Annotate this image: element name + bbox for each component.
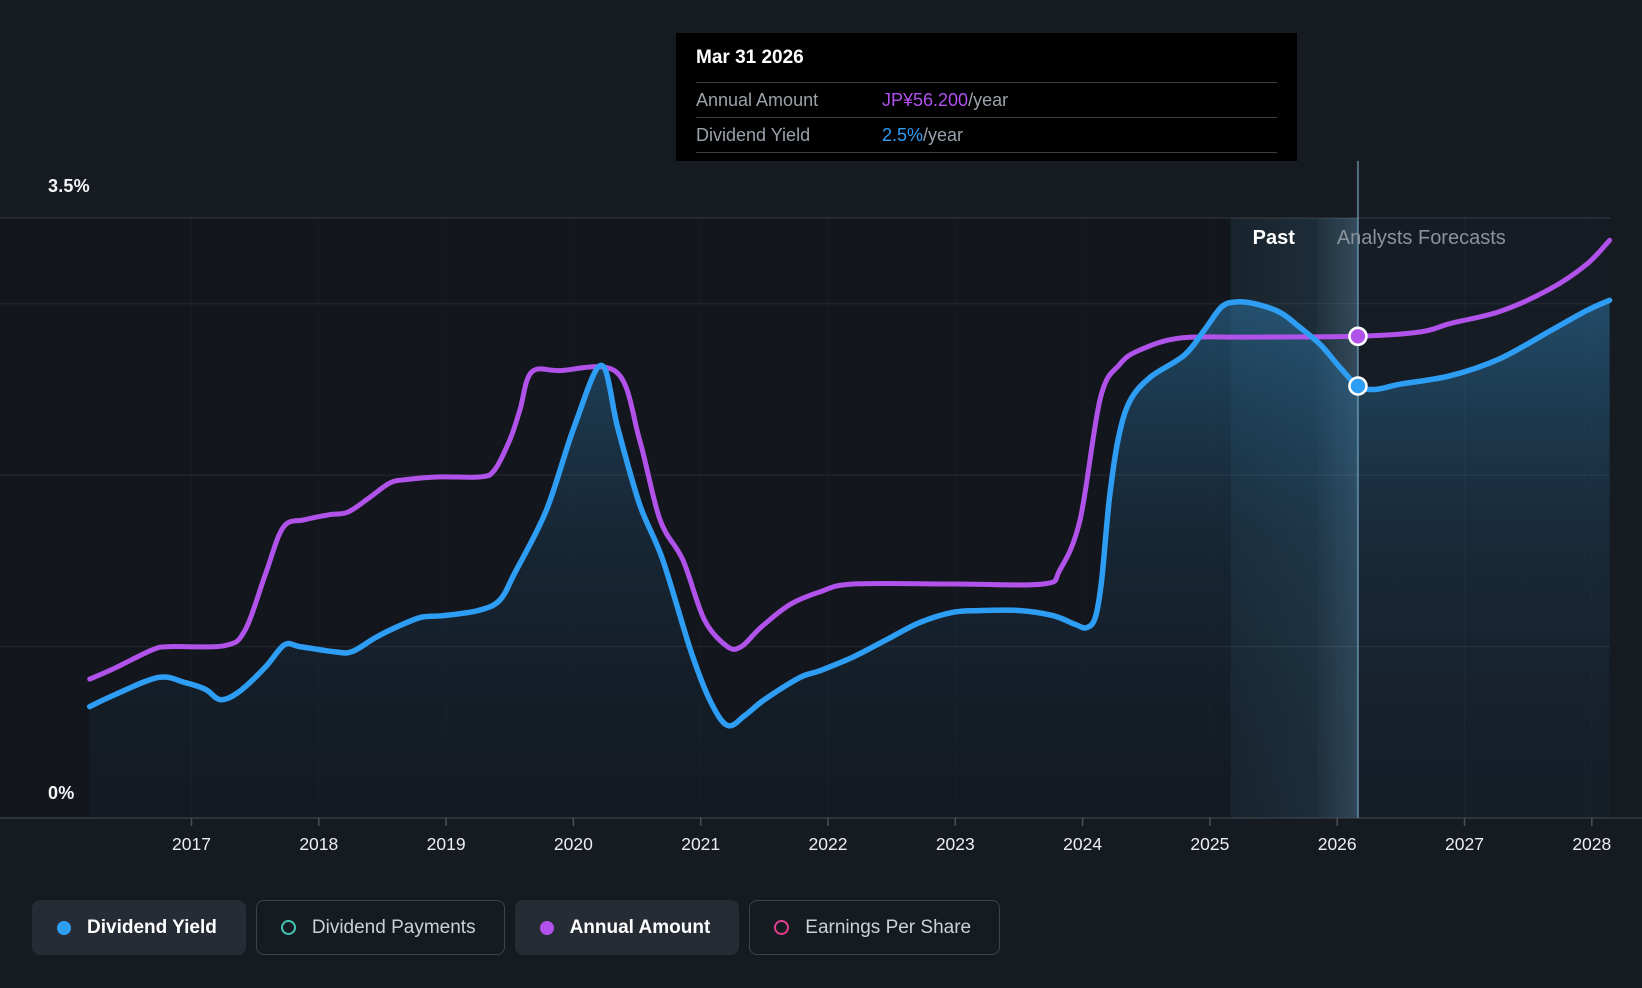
annual-amount-line[interactable] (87, 237, 1613, 682)
tooltip-row-value: JP¥56.200 (882, 89, 969, 110)
tooltip-date: Mar 31 2026 (696, 47, 804, 68)
dividend-yield-line[interactable] (86, 297, 1613, 729)
x-axis-label-2020: 2020 (553, 834, 593, 854)
legend-dividend-payments[interactable]: Dividend Payments (255, 900, 505, 955)
tooltip-row-label: Annual Amount (696, 89, 819, 110)
y-axis-label-top: 3.5% (48, 176, 90, 196)
x-axis-label-2019: 2019 (426, 834, 466, 854)
past-zone-label: Past (1252, 227, 1295, 249)
x-axis-label-2028: 2028 (1572, 834, 1612, 854)
x-axis-label-2027: 2027 (1445, 834, 1484, 854)
forecast-zone-label: Analysts Forecasts (1336, 227, 1506, 249)
tooltip-row-1: Dividend Yield 2.5%/year (696, 117, 1277, 152)
tooltip-row-value: 2.5% (882, 124, 924, 145)
x-axis-label-2026: 2026 (1317, 834, 1357, 854)
legend-label: Dividend Payments (311, 916, 476, 938)
tooltip-row-0: Annual Amount JP¥56.200/year (696, 82, 1277, 117)
tooltip-row-suffix: /year (923, 124, 964, 145)
tooltip-row-suffix: /year (968, 89, 1009, 110)
legend-label: Dividend Yield (87, 916, 217, 938)
dividend-yield-marker[interactable] (1348, 376, 1368, 396)
legend-swatch-icon (280, 920, 296, 935)
x-axis-label-2025: 2025 (1190, 834, 1230, 854)
annual-amount-marker[interactable] (1348, 326, 1368, 347)
legend-dividend-yield[interactable]: Dividend Yield (32, 900, 246, 955)
legend-label: Earnings Per Share (805, 916, 972, 938)
x-axis-ticks (190, 818, 1593, 826)
tooltip-footer-rule (696, 152, 1277, 160)
chart-tooltip: Mar 31 2026 Annual Amount JP¥56.200/year D… (676, 33, 1297, 161)
legend-annual-amount[interactable]: Annual Amount (514, 900, 740, 955)
tooltip-row-label: Dividend Yield (696, 124, 811, 145)
legend-swatch-icon (57, 920, 71, 935)
legend-swatch-icon (539, 920, 554, 935)
x-axis-label-2022: 2022 (808, 834, 848, 854)
legend-earnings-per-share[interactable]: Earnings Per Share (749, 900, 1001, 955)
legend-label: Annual Amount (569, 916, 711, 938)
series-legend: Dividend Yield Dividend Payments Annual Am… (32, 900, 1001, 955)
gridlines (0, 217, 1642, 819)
y-axis-label-zero: 0% (48, 783, 75, 803)
x-axis-label-2018: 2018 (299, 834, 339, 854)
x-axis-label-2017: 2017 (172, 834, 211, 854)
x-axis-label-2023: 2023 (935, 834, 975, 854)
legend-swatch-icon (774, 920, 790, 935)
x-axis-label-2021: 2021 (681, 834, 721, 854)
x-axis-label-2024: 2024 (1063, 834, 1103, 854)
dividend-yield-area (89, 300, 1610, 818)
